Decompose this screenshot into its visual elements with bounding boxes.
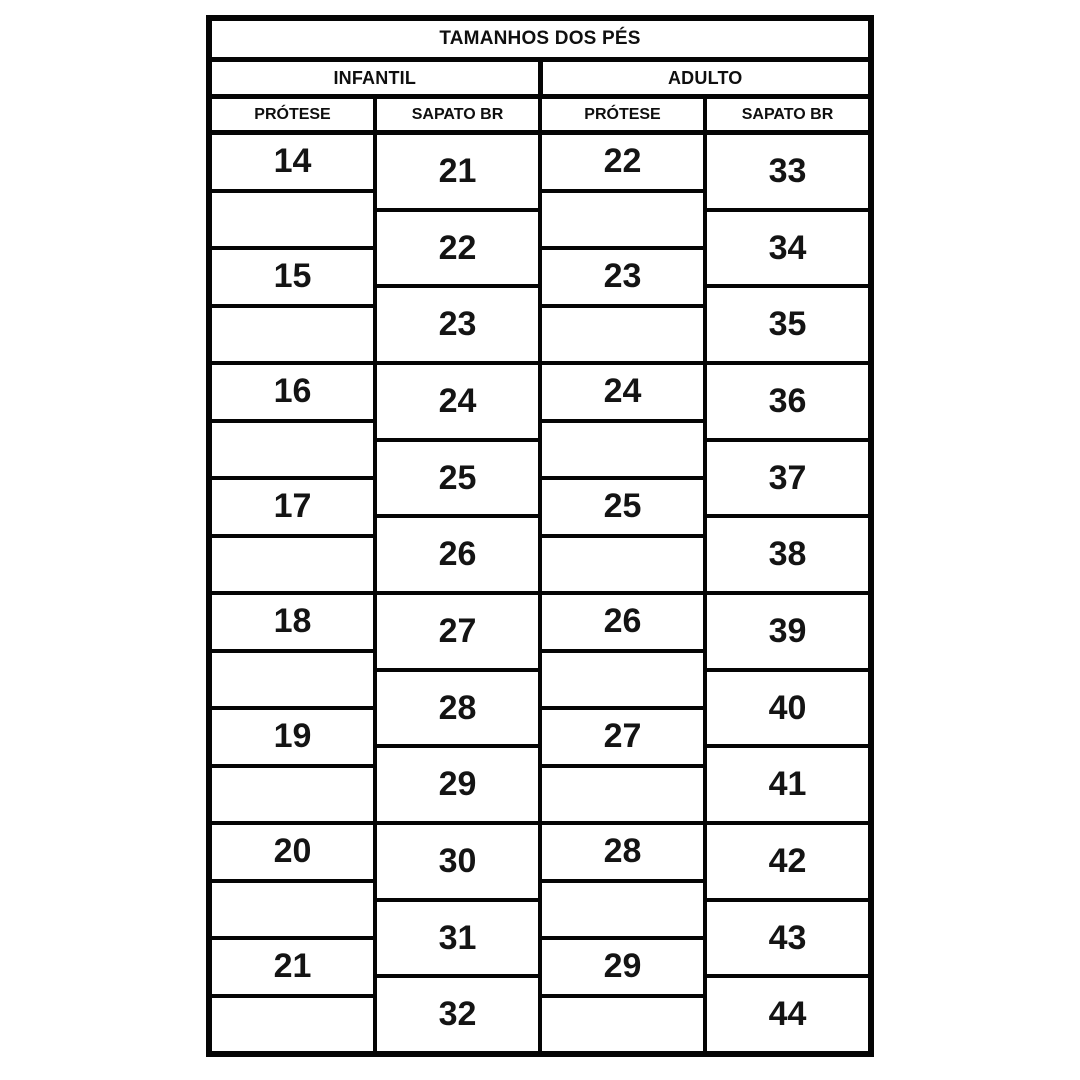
size-cell: 28 (542, 825, 703, 883)
size-cell: 42 (707, 825, 868, 902)
size-cell (212, 538, 373, 595)
size-cell (542, 308, 703, 365)
group-header-adulto: ADULTO (667, 67, 743, 88)
size-cell: 24 (542, 365, 703, 423)
size-cell: 23 (377, 288, 538, 366)
group-header-infantil: INFANTIL (212, 62, 543, 94)
size-cell (212, 423, 373, 480)
size-cell: 41 (707, 748, 868, 826)
size-cell: 24 (377, 365, 538, 442)
size-cell (542, 653, 703, 710)
size-cell: 29 (542, 940, 703, 998)
size-cell (542, 768, 703, 825)
size-cell: 33 (707, 135, 868, 212)
size-cell: 36 (707, 365, 868, 442)
size-cell: 21 (212, 940, 373, 998)
size-cell: 27 (377, 595, 538, 672)
size-cell: 22 (542, 135, 703, 193)
size-cell: 26 (542, 595, 703, 653)
size-cell: 38 (707, 518, 868, 596)
table-title: TAMANHOS DOS PÉS (212, 21, 868, 62)
column-header-infantil-sapato-br: SAPATO BR (377, 99, 542, 130)
size-cell: 15 (212, 250, 373, 308)
size-cell: 43 (707, 902, 868, 979)
data-area: 14 15 16 17 18 19 20 21 21 22 23 24 25 26 27 28 29 30 31 3… (212, 135, 868, 1051)
size-cell: 44 (768, 995, 807, 1034)
group-header-row: INFANTIL ADULTO (212, 62, 868, 99)
size-cell: 20 (212, 825, 373, 883)
size-cell (212, 308, 373, 365)
size-cell: 29 (377, 748, 538, 826)
size-cell (542, 193, 703, 250)
column-infantil-sapato-br: 21 22 23 24 25 26 27 28 29 30 31 32 (377, 135, 542, 1051)
size-cell (212, 883, 373, 940)
size-cell: 32 (438, 995, 477, 1034)
column-adulto-sapato-br: 33 34 35 36 37 38 39 40 41 42 43 44 (707, 135, 868, 1051)
size-cell: 31 (377, 902, 538, 979)
column-header-adulto-protese: PRÓTESE (542, 99, 707, 130)
size-cell (212, 653, 373, 710)
size-cell: 39 (707, 595, 868, 672)
size-cell: 28 (377, 672, 538, 749)
column-header-row: PRÓTESE SAPATO BR PRÓTESE SAPATO BR (212, 99, 868, 135)
size-cell: 22 (377, 212, 538, 289)
size-cell: 40 (707, 672, 868, 749)
size-cell: 30 (377, 825, 538, 902)
foot-size-table: TAMANHOS DOS PÉS INFANTIL ADULTO PRÓTESE… (206, 15, 874, 1057)
size-cell: 21 (377, 135, 538, 212)
size-cell: 18 (212, 595, 373, 653)
size-cell: 14 (212, 135, 373, 193)
size-cell: 16 (212, 365, 373, 423)
size-cell: 34 (707, 212, 868, 289)
size-cell: 25 (542, 480, 703, 538)
column-header-infantil-protese: PRÓTESE (212, 99, 377, 130)
size-cell: 35 (707, 288, 868, 366)
column-adulto-protese: 22 23 24 25 26 27 28 29 (542, 135, 707, 1051)
column-header-adulto-sapato-br: SAPATO BR (741, 105, 834, 123)
size-cell (542, 998, 703, 1052)
size-cell: 17 (212, 480, 373, 538)
size-cell (212, 998, 373, 1052)
size-cell (542, 423, 703, 480)
size-cell: 26 (377, 518, 538, 596)
size-cell (212, 768, 373, 825)
size-cell: 23 (542, 250, 703, 308)
size-cell: 19 (212, 710, 373, 768)
column-infantil-protese: 14 15 16 17 18 19 20 21 (212, 135, 377, 1051)
size-cell: 27 (542, 710, 703, 768)
size-cell: 25 (377, 442, 538, 519)
size-cell (542, 538, 703, 595)
size-cell (542, 883, 703, 940)
size-cell: 37 (707, 442, 868, 519)
size-cell (212, 193, 373, 250)
